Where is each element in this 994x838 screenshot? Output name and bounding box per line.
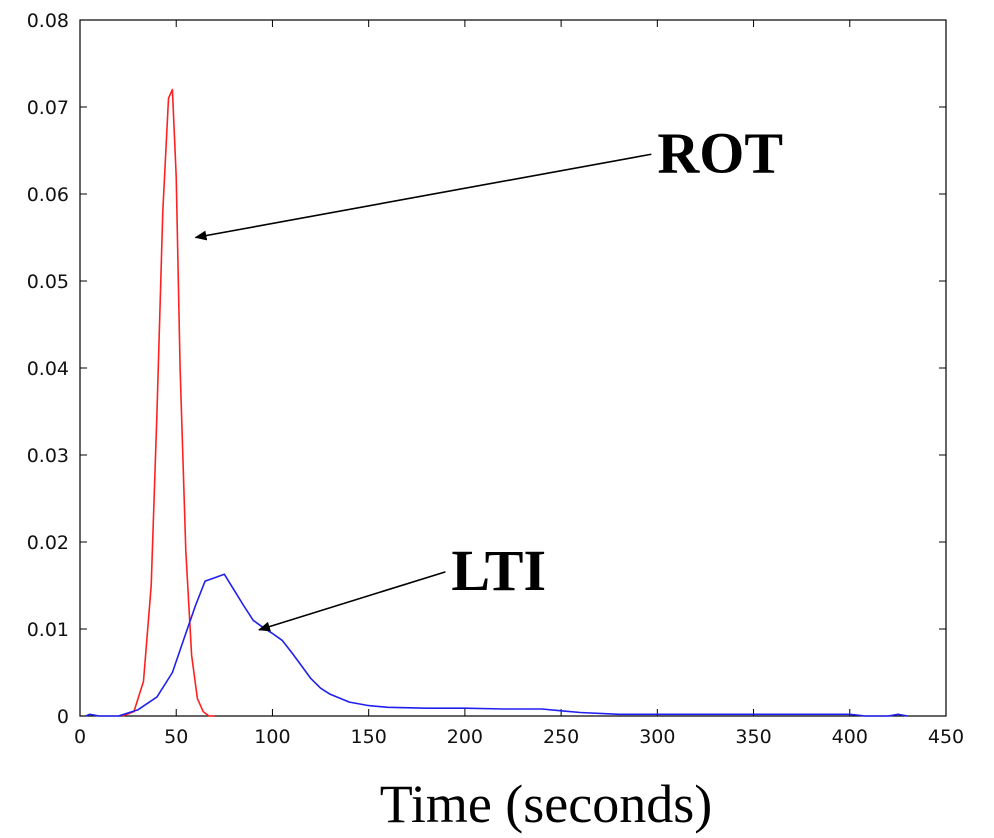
axis-ticks: [79, 19, 947, 717]
x-tick-label: 350: [735, 726, 771, 748]
y-tick-label: 0.06: [27, 184, 69, 206]
y-tick-label: 0.05: [27, 271, 69, 293]
x-axis-label: Time (seconds): [380, 774, 713, 834]
series-line-lti: [85, 573, 908, 717]
y-tick-label: 0.01: [27, 619, 69, 641]
plot-frame: [79, 19, 947, 717]
annotation-label-rot: ROT: [657, 120, 783, 185]
annotation-arrow-lti: [258, 571, 446, 632]
y-tick-label: 0.02: [27, 532, 69, 554]
x-tick-label: 200: [447, 726, 483, 748]
series-lines: [85, 88, 908, 717]
x-tick-label: 0: [74, 726, 86, 748]
x-tick-label: 150: [351, 726, 387, 748]
y-tick-label: 0.07: [27, 97, 69, 119]
x-tick-label: 400: [832, 726, 868, 748]
axis-tick-labels: 0 50 100 150 200 250 300 350 400 450 0 0.01 0.02 0.03…: [27, 10, 964, 748]
annotations: ROT LTI: [194, 120, 783, 632]
y-tick-label: 0.08: [27, 10, 69, 32]
y-tick-label: 0: [57, 706, 69, 728]
y-tick-label: 0.04: [27, 358, 69, 380]
x-tick-label: 100: [254, 726, 290, 748]
x-tick-label: 300: [639, 726, 675, 748]
x-tick-label: 450: [928, 726, 964, 748]
series-line-rot: [122, 88, 215, 717]
x-tick-label: 50: [164, 726, 188, 748]
x-tick-label: 250: [543, 726, 579, 748]
y-tick-label: 0.03: [27, 445, 69, 467]
annotation-arrow-rot: [194, 153, 652, 241]
annotation-label-lti: LTI: [451, 538, 546, 603]
